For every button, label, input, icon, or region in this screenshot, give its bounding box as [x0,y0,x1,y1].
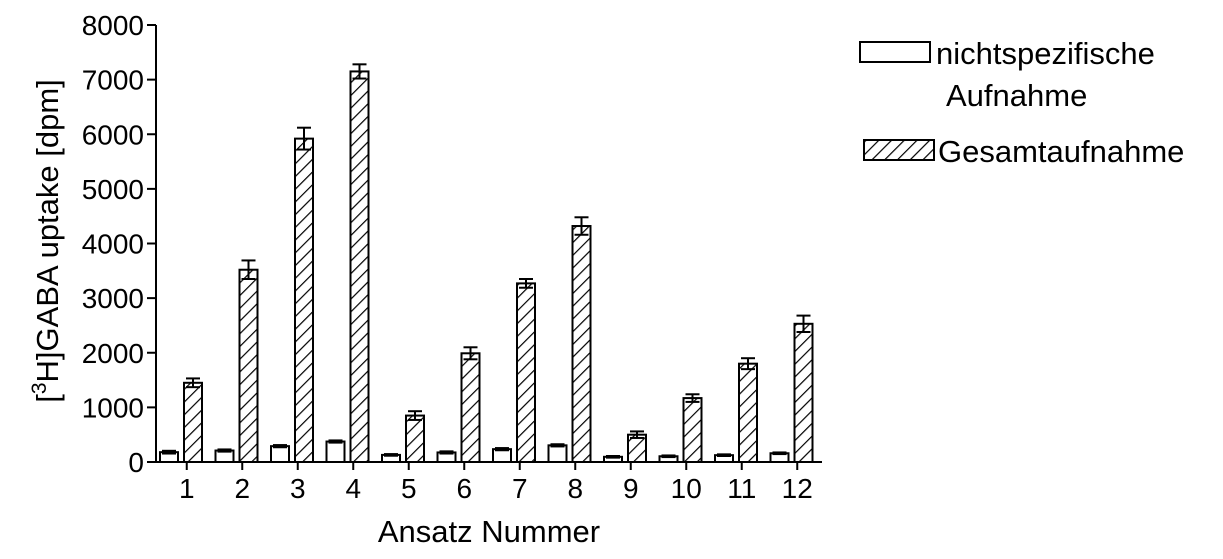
x-axis-label: Ansatz Nummer [378,514,600,549]
y-tick-label: 3000 [82,283,144,314]
x-tick-label: 8 [567,473,583,504]
x-tick-label: 1 [179,473,195,504]
y-tick-label: 8000 [82,10,144,41]
y-axis: 0 1000 2000 3000 4000 5000 6000 7000 8000 [82,10,157,478]
legend-swatch-nichtspezifische-aufnahme [859,41,931,63]
bar-gesamtaufnahme [460,352,481,464]
bar-gesamtaufnahme [183,381,203,464]
y-axis-label-superscript: 3 [28,382,51,394]
y-tick-label: 0 [128,447,144,478]
y-axis-label: [3H]GABA uptake [dpm] [28,79,65,403]
x-tick-label: 3 [290,473,306,504]
y-tick-label: 2000 [82,338,144,369]
bar-nichtspezifische-aufnahme [270,445,290,464]
bar-gesamtaufnahme [238,268,259,463]
x-tick-label: 12 [782,473,813,504]
legend-label-nichtspezifische-aufnahme-line1: nichtspezifische [936,36,1155,71]
bar-gesamtaufnahme [349,70,370,464]
bar-gesamtaufnahme [405,414,425,464]
x-tick-label: 4 [345,473,361,504]
bars [159,63,814,464]
x-tick-label: 5 [401,473,417,504]
y-tick-label: 6000 [82,119,144,150]
x-tick-label: 10 [671,473,702,504]
y-axis-label-prefix: [ [30,394,65,403]
bar-gesamtaufnahme [294,137,314,463]
x-tick-label: 6 [456,473,472,504]
x-axis: 1 2 3 4 5 6 7 8 9 10 11 12 [156,461,822,504]
x-tick-label: 2 [234,473,250,504]
bar-nichtspezifische-aufnahme [547,444,568,464]
y-tick-label: 5000 [82,174,144,205]
legend-swatch-gesamtaufnahme [863,139,935,161]
bar-gesamtaufnahme [571,225,592,463]
y-tick-label: 7000 [82,65,144,96]
x-tick-label: 7 [512,473,528,504]
bar-nichtspezifische-aufnahme [325,440,346,463]
y-tick-label: 4000 [82,229,144,260]
bar-gesamtaufnahme [682,397,703,463]
bar-gesamtaufnahme [738,362,758,463]
y-tick-label: 1000 [82,392,144,423]
bar-gesamtaufnahme [516,282,536,463]
legend: nichtspezifische Aufnahme Gesamtaufnahme [859,36,1184,169]
bar-gesamtaufnahme [793,322,814,463]
legend-label-gesamtaufnahme: Gesamtaufnahme [938,134,1184,169]
y-axis-label-main: H]GABA uptake [dpm] [30,79,65,382]
x-tick-label: 9 [623,473,639,504]
x-tick-label: 11 [727,473,756,504]
legend-label-nichtspezifische-aufnahme-line2: Aufnahme [946,78,1087,113]
